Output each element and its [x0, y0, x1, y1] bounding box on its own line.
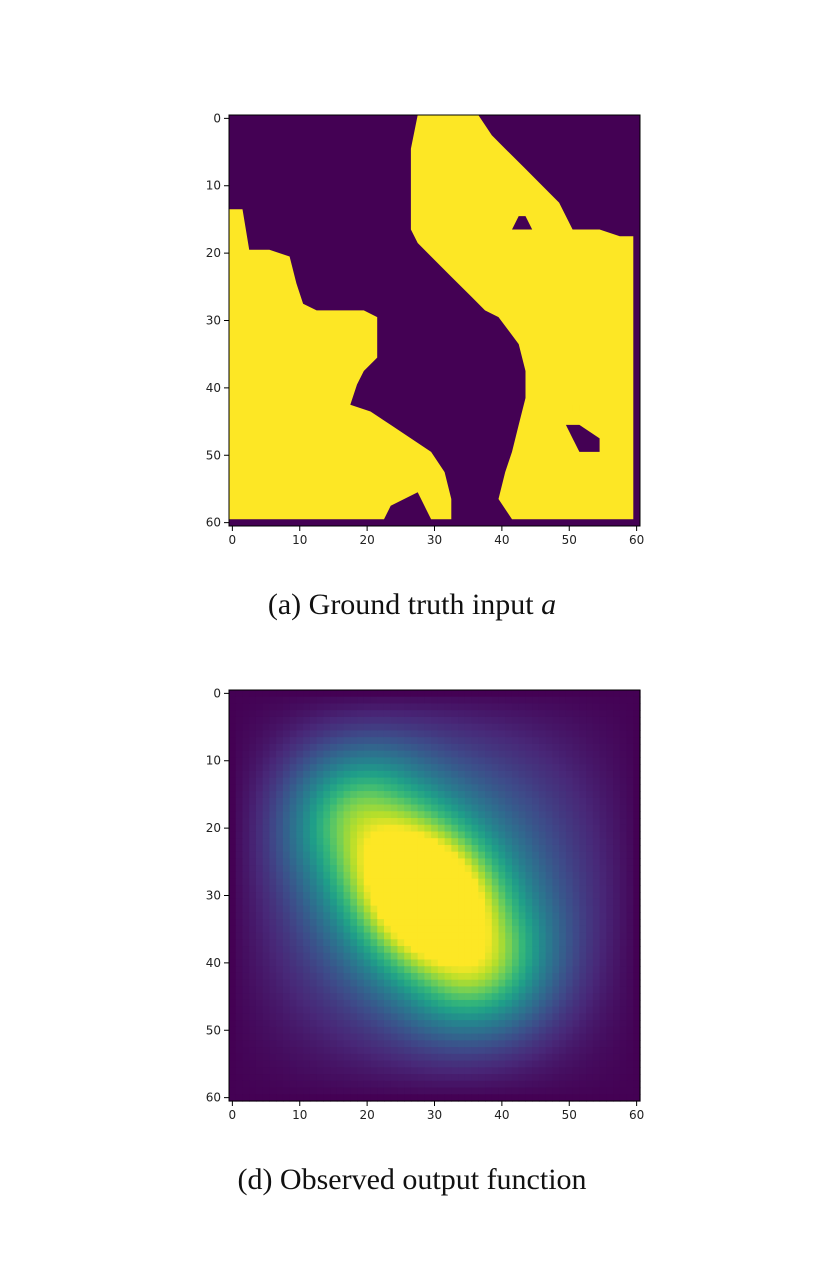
- heatmap-ground-truth: 0 10 20 30 40 50 60 0 10 20 30 40 50 60: [206, 111, 645, 547]
- caption-d-text: (d) Observed output function: [237, 1163, 587, 1196]
- caption-a-text: (a) Ground truth input: [267, 588, 534, 621]
- region-purple-hole-right: [565, 424, 600, 452]
- axis-a-ytick-label: 20: [206, 246, 221, 260]
- axis-d-ytick-label: 20: [206, 821, 221, 835]
- axis-a-ytick-label: 10: [206, 179, 221, 193]
- heatmap-d-cells: [229, 690, 641, 1102]
- region-yellow-dot-right: [572, 404, 580, 412]
- axis-a-xtick-label: 60: [629, 533, 644, 547]
- caption-a-symbol: a: [541, 588, 557, 621]
- figure-a: 0 10 20 30 40 50 60 0 10 20 30 40 50 60: [206, 111, 645, 547]
- figure-d: 0 10 20 30 40 50 60 0 10 20 30 40 50 60: [0, 660, 824, 1220]
- axis-d-ytick-label: 50: [206, 1023, 221, 1037]
- heatmap-observed-output: 0 10 20 30 40 50 60 0 10 20 30 40 50 60: [206, 686, 645, 1122]
- region-yellow-right-upper: [410, 115, 634, 520]
- axis-d-xtick-label: 60: [629, 1108, 644, 1122]
- caption-a: (a) Ground truth input a: [0, 588, 824, 622]
- axis-d-ytick-label: 60: [206, 1091, 221, 1105]
- axis-a-ytick-label: 40: [206, 381, 221, 395]
- axis-a-ytick-label: 0: [213, 111, 221, 125]
- axis-d-xtick-label: 20: [359, 1108, 374, 1122]
- axis-a-ytick-label: 60: [206, 516, 221, 530]
- axis-d-xtick-label: 10: [292, 1108, 307, 1122]
- axis-a-xtick-label: 20: [359, 533, 374, 547]
- axis-d-xtick-label: 30: [427, 1108, 442, 1122]
- axis-d-xtick-label: 50: [562, 1108, 577, 1122]
- axis-d-ytick-label: 30: [206, 889, 221, 903]
- axis-a-ytick-label: 30: [206, 314, 221, 328]
- axis-a-xtick-label: 30: [427, 533, 442, 547]
- axis-d-ytick-label: 40: [206, 956, 221, 970]
- axis-d-ytick-label: 10: [206, 754, 221, 768]
- axis-a-xtick-label: 0: [229, 533, 237, 547]
- region-yellow-left-lower: [229, 209, 452, 520]
- axis-a-ytick-label: 50: [206, 448, 221, 462]
- axis-a-xtick-label: 10: [292, 533, 307, 547]
- axis-a-xtick-label: 50: [562, 533, 577, 547]
- axis-d-xtick-label: 40: [494, 1108, 509, 1122]
- axis-a-xtick-label: 40: [494, 533, 509, 547]
- region-purple-hole-upper: [512, 216, 533, 230]
- caption-d: (d) Observed output function: [0, 1163, 824, 1197]
- axis-d-xtick-label: 0: [229, 1108, 237, 1122]
- axis-d-ytick-label: 0: [213, 686, 221, 700]
